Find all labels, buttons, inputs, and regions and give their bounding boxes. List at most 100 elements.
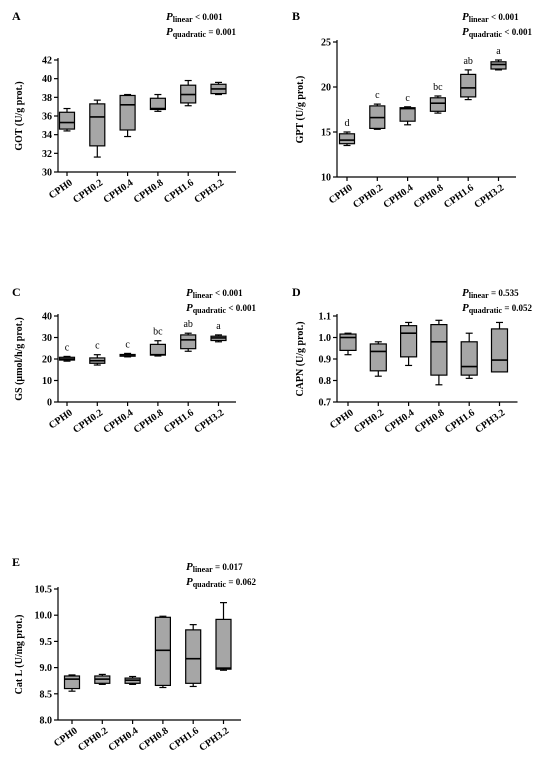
box-iqr bbox=[399, 107, 416, 122]
significance-letter: ab bbox=[183, 319, 192, 330]
box-iqr bbox=[58, 111, 76, 130]
y-tick-label: 8.0 bbox=[40, 716, 53, 727]
x-tick-label: CPH3.2 bbox=[472, 182, 506, 210]
y-axis-label: CAPN (U/g prot.) bbox=[295, 321, 306, 396]
box-iqr bbox=[369, 343, 387, 372]
box-cph1-6 bbox=[460, 332, 478, 379]
p-symbol: P bbox=[186, 302, 193, 314]
y-tick-label: 1.0 bbox=[319, 333, 332, 344]
p-linear-value: < 0.001 bbox=[489, 12, 519, 22]
significance-letter: a bbox=[216, 321, 221, 332]
p-linear: Plinear = 0.017 bbox=[186, 561, 243, 574]
significance-letter: ab bbox=[463, 56, 472, 67]
p-quadratic-value: < 0.001 bbox=[502, 27, 532, 37]
panel-label: B bbox=[292, 9, 300, 23]
y-tick-label: 0.9 bbox=[319, 355, 332, 366]
significance-letter: c bbox=[95, 341, 100, 352]
box-cph3-2 bbox=[490, 321, 509, 373]
box-cph0-4 bbox=[399, 106, 416, 126]
y-tick-label: 10 bbox=[42, 376, 52, 387]
x-tick-label: CPH0 bbox=[47, 177, 75, 201]
x-tick-label: CPH0.8 bbox=[132, 177, 166, 205]
y-tick-label: 20 bbox=[321, 83, 331, 94]
box-cph1-6 bbox=[185, 624, 202, 688]
p-symbol: P bbox=[462, 26, 469, 38]
y-tick-label: 34 bbox=[42, 130, 52, 141]
y-tick-label: 9.5 bbox=[40, 637, 53, 648]
p-linear-value: < 0.001 bbox=[193, 12, 223, 22]
y-tick-label: 10.5 bbox=[35, 585, 53, 596]
y-tick-label: 8.5 bbox=[40, 689, 53, 700]
p-linear: Plinear = 0.535 bbox=[462, 287, 519, 300]
x-tick-label: CPH0.4 bbox=[382, 407, 416, 435]
y-axis-label: GS (μmol/h/g prot.) bbox=[14, 317, 25, 401]
p-quadratic: Pquadratic = 0.052 bbox=[462, 302, 532, 315]
p-quadratic-value: = 0.001 bbox=[206, 27, 236, 37]
box-cph0 bbox=[58, 355, 76, 362]
box-cph1-6 bbox=[180, 79, 197, 107]
x-tick-label: CPH3.2 bbox=[197, 725, 231, 753]
y-tick-label: 10.0 bbox=[35, 611, 53, 622]
p-symbol: P bbox=[462, 302, 469, 314]
box-iqr bbox=[490, 61, 507, 70]
p-symbol: P bbox=[186, 287, 193, 299]
y-axis-label: GOT (U/g prot.) bbox=[14, 81, 25, 150]
box-cph1-6 bbox=[460, 69, 477, 101]
panel-label: E bbox=[12, 555, 20, 569]
p-sub-linear: linear bbox=[193, 291, 213, 300]
box-cph0-8 bbox=[149, 340, 166, 357]
box-iqr bbox=[430, 324, 448, 376]
p-linear-value: = 0.535 bbox=[489, 288, 519, 298]
x-tick-label: CPH1.6 bbox=[162, 407, 196, 435]
y-tick-label: 0.7 bbox=[319, 398, 332, 409]
box-iqr bbox=[339, 333, 357, 351]
box-cph0-8 bbox=[154, 615, 171, 689]
box-cph0-2 bbox=[369, 341, 387, 377]
box-cph0-4 bbox=[119, 352, 136, 358]
y-tick-label: 40 bbox=[42, 74, 52, 85]
box-iqr bbox=[490, 328, 509, 373]
x-tick-label: CPH0.8 bbox=[412, 182, 446, 210]
x-tick-label: CPH0.2 bbox=[71, 177, 105, 205]
x-tick-label: CPH3.2 bbox=[473, 407, 507, 435]
x-tick-label: CPH0 bbox=[327, 182, 355, 206]
significance-letter: bc bbox=[433, 82, 443, 93]
x-tick-label: CPH1.6 bbox=[167, 725, 201, 753]
y-tick-label: 30 bbox=[42, 168, 52, 179]
x-tick-label: CPH0.8 bbox=[137, 725, 171, 753]
box-cph0 bbox=[63, 674, 81, 692]
x-tick-label: CPH0.8 bbox=[413, 407, 447, 435]
p-quadratic: Pquadratic < 0.001 bbox=[186, 302, 256, 315]
box-iqr bbox=[180, 334, 197, 350]
box-cph0-2 bbox=[89, 354, 106, 366]
significance-letter: c bbox=[125, 339, 130, 350]
p-linear-value: < 0.001 bbox=[213, 288, 243, 298]
p-sub-linear: linear bbox=[469, 15, 489, 24]
y-tick-label: 25 bbox=[321, 38, 331, 49]
p-symbol: P bbox=[186, 561, 193, 573]
box-cph0-2 bbox=[369, 103, 386, 130]
p-quadratic-value: = 0.062 bbox=[226, 577, 256, 587]
box-cph0-4 bbox=[119, 93, 136, 138]
box-iqr bbox=[154, 616, 171, 687]
significance-letter: d bbox=[345, 118, 350, 129]
y-tick-label: 30 bbox=[42, 333, 52, 344]
panel-c: C 0 10 20 30 40 GS (μmol/h/g prot.) CPH0 c CPH0.2… bbox=[12, 285, 256, 436]
p-sub-quadratic: quadratic bbox=[193, 306, 227, 315]
box-iqr bbox=[460, 73, 477, 98]
y-tick-label: 38 bbox=[42, 93, 52, 104]
p-symbol: P bbox=[166, 11, 173, 23]
p-quadratic: Pquadratic < 0.001 bbox=[462, 26, 532, 39]
p-sub-linear: linear bbox=[173, 15, 193, 24]
x-tick-label: CPH1.6 bbox=[162, 177, 196, 205]
p-sub-quadratic: quadratic bbox=[469, 306, 503, 315]
p-quadratic-value: = 0.052 bbox=[502, 303, 532, 313]
y-tick-label: 36 bbox=[42, 112, 52, 123]
box-iqr bbox=[149, 97, 166, 111]
x-tick-label: CPH0 bbox=[47, 407, 75, 431]
y-tick-label: 0.8 bbox=[319, 376, 332, 387]
p-quadratic: Pquadratic = 0.062 bbox=[186, 576, 256, 589]
box-iqr bbox=[149, 343, 166, 356]
